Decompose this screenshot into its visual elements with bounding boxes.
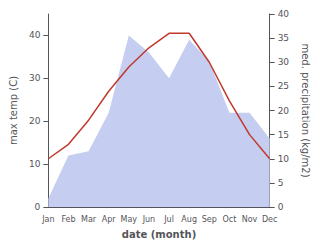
svg-text:10: 10 xyxy=(29,159,41,169)
svg-text:Dec: Dec xyxy=(262,215,277,224)
svg-text:max temp (C): max temp (C) xyxy=(8,76,19,145)
svg-text:35: 35 xyxy=(278,33,289,43)
svg-text:Mar: Mar xyxy=(81,215,97,224)
svg-text:May: May xyxy=(121,215,138,224)
svg-text:med. precipitation (kg/m2): med. precipitation (kg/m2) xyxy=(300,43,311,177)
svg-text:30: 30 xyxy=(29,73,41,83)
svg-text:Nov: Nov xyxy=(242,215,258,224)
svg-text:30: 30 xyxy=(278,57,290,67)
svg-text:40: 40 xyxy=(278,9,290,19)
svg-text:0: 0 xyxy=(278,202,284,212)
svg-text:Apr: Apr xyxy=(102,215,117,224)
svg-text:40: 40 xyxy=(29,30,41,40)
svg-text:Jan: Jan xyxy=(41,215,54,224)
svg-text:Jul: Jul xyxy=(163,215,174,224)
svg-text:Aug: Aug xyxy=(181,215,197,224)
svg-text:25: 25 xyxy=(278,81,289,91)
svg-text:Oct: Oct xyxy=(222,215,236,224)
svg-text:Feb: Feb xyxy=(61,215,75,224)
svg-text:0: 0 xyxy=(35,202,41,212)
svg-text:Jun: Jun xyxy=(142,215,156,224)
svg-text:20: 20 xyxy=(278,106,290,116)
svg-text:15: 15 xyxy=(278,130,289,140)
svg-text:5: 5 xyxy=(278,178,284,188)
svg-text:Sep: Sep xyxy=(202,215,217,224)
svg-text:20: 20 xyxy=(29,116,41,126)
svg-text:date (month): date (month) xyxy=(122,229,196,240)
svg-text:10: 10 xyxy=(278,154,290,164)
